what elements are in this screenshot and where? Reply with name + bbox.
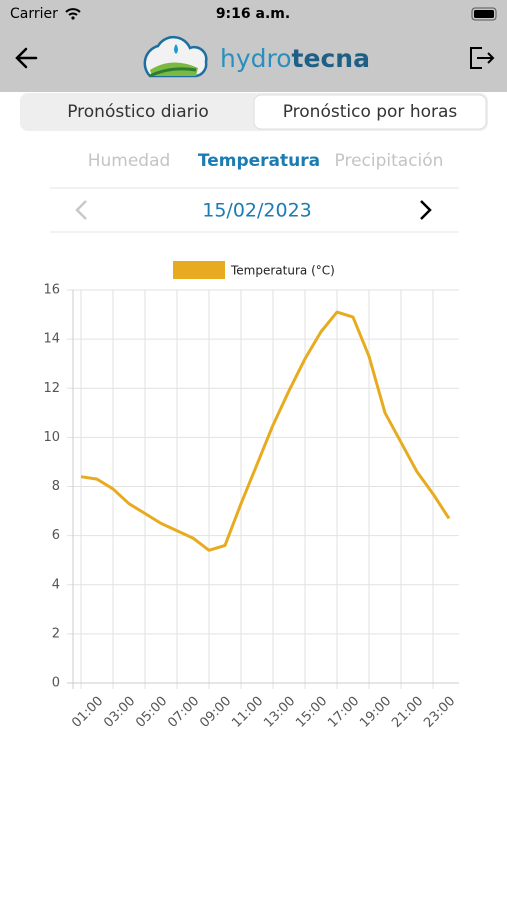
brand-second: tecna bbox=[292, 44, 370, 73]
y-tick-label: 4 bbox=[52, 577, 60, 592]
x-tick-label: 21:00 bbox=[389, 694, 426, 731]
y-tick-label: 6 bbox=[52, 528, 60, 543]
prev-day[interactable] bbox=[75, 200, 87, 220]
x-tick-label: 07:00 bbox=[165, 694, 202, 731]
x-tick-label: 15:00 bbox=[293, 694, 330, 731]
logo bbox=[143, 35, 208, 78]
wifi-dot bbox=[71, 16, 75, 20]
header-bg bbox=[0, 0, 507, 92]
next-day[interactable] bbox=[420, 200, 432, 220]
tab[interactable]: Temperatura bbox=[198, 151, 320, 171]
segment[interactable]: Pronóstico por horas bbox=[283, 102, 458, 122]
y-tick-label: 8 bbox=[52, 479, 60, 494]
legend-label: Temperatura (°C) bbox=[230, 264, 335, 278]
x-tick-label: 11:00 bbox=[229, 694, 266, 731]
line-series bbox=[80, 310, 451, 552]
tab[interactable]: Precipitación bbox=[335, 151, 444, 171]
y-tick-label: 16 bbox=[43, 283, 60, 298]
brand: hydrotecna bbox=[220, 44, 370, 73]
y-tick-label: 2 bbox=[52, 626, 60, 641]
clock: 9:16 a.m. bbox=[216, 6, 290, 22]
brand-first: hydro bbox=[220, 44, 292, 73]
x-tick-label: 05:00 bbox=[133, 694, 170, 731]
logout-button[interactable] bbox=[470, 47, 495, 69]
wifi-icon bbox=[65, 8, 81, 16]
battery-level bbox=[474, 10, 494, 18]
x-tick-label: 17:00 bbox=[325, 694, 362, 731]
legend-swatch bbox=[173, 261, 225, 279]
y-tick-label: 0 bbox=[52, 676, 60, 691]
x-tick-label: 03:00 bbox=[101, 694, 138, 731]
segment[interactable]: Pronóstico diario bbox=[67, 102, 209, 122]
y-tick-label: 10 bbox=[43, 430, 60, 445]
y-tick-label: 12 bbox=[43, 381, 60, 396]
x-tick-label: 23:00 bbox=[421, 694, 458, 731]
x-tick-label: 01:00 bbox=[69, 694, 106, 731]
x-tick-label: 09:00 bbox=[197, 694, 234, 731]
carrier: Carrier bbox=[10, 6, 58, 22]
y-tick-label: 14 bbox=[43, 332, 60, 347]
x-tick-label: 19:00 bbox=[357, 694, 394, 731]
back-button[interactable] bbox=[15, 47, 38, 69]
date: 15/02/2023 bbox=[202, 200, 312, 222]
tab[interactable]: Humedad bbox=[88, 151, 171, 171]
battery bbox=[471, 7, 497, 21]
x-tick-label: 13:00 bbox=[261, 694, 298, 731]
segment-selected bbox=[253, 94, 487, 130]
